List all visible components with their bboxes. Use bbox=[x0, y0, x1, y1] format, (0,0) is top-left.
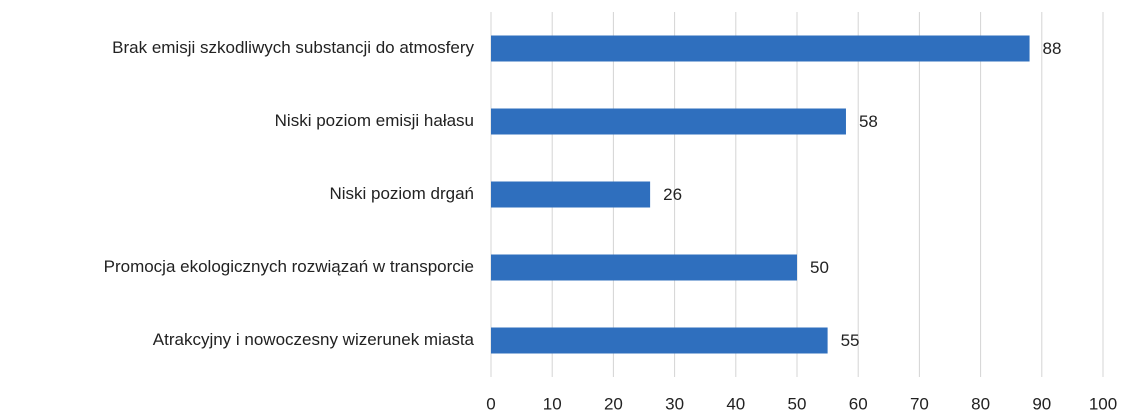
y-tick-label: Niski poziom drgań bbox=[329, 184, 474, 203]
bar bbox=[491, 254, 797, 281]
x-tick-label: 20 bbox=[604, 394, 623, 413]
x-tick-label: 100 bbox=[1089, 394, 1117, 413]
y-tick-label: Promocja ekologicznych rozwiązań w trans… bbox=[104, 257, 474, 276]
x-tick-label: 80 bbox=[971, 394, 990, 413]
x-tick-label: 50 bbox=[788, 394, 807, 413]
x-tick-label: 0 bbox=[486, 394, 495, 413]
x-tick-label: 40 bbox=[726, 394, 745, 413]
data-label: 88 bbox=[1043, 39, 1062, 58]
y-tick-label: Brak emisji szkodliwych substancji do at… bbox=[112, 38, 474, 57]
x-tick-label: 90 bbox=[1032, 394, 1051, 413]
data-label: 55 bbox=[841, 331, 860, 350]
x-tick-label: 70 bbox=[910, 394, 929, 413]
y-tick-label: Atrakcyjny i nowoczesny wizerunek miasta bbox=[153, 330, 475, 349]
bar bbox=[491, 327, 828, 354]
bar bbox=[491, 181, 651, 208]
x-tick-label: 60 bbox=[849, 394, 868, 413]
x-tick-label: 30 bbox=[665, 394, 684, 413]
data-label: 58 bbox=[859, 112, 878, 131]
y-tick-label: Niski poziom emisji hałasu bbox=[275, 111, 474, 130]
bar bbox=[491, 108, 846, 135]
data-label: 26 bbox=[663, 185, 682, 204]
bar bbox=[491, 35, 1030, 62]
x-tick-label: 10 bbox=[543, 394, 562, 413]
data-label: 50 bbox=[810, 258, 829, 277]
